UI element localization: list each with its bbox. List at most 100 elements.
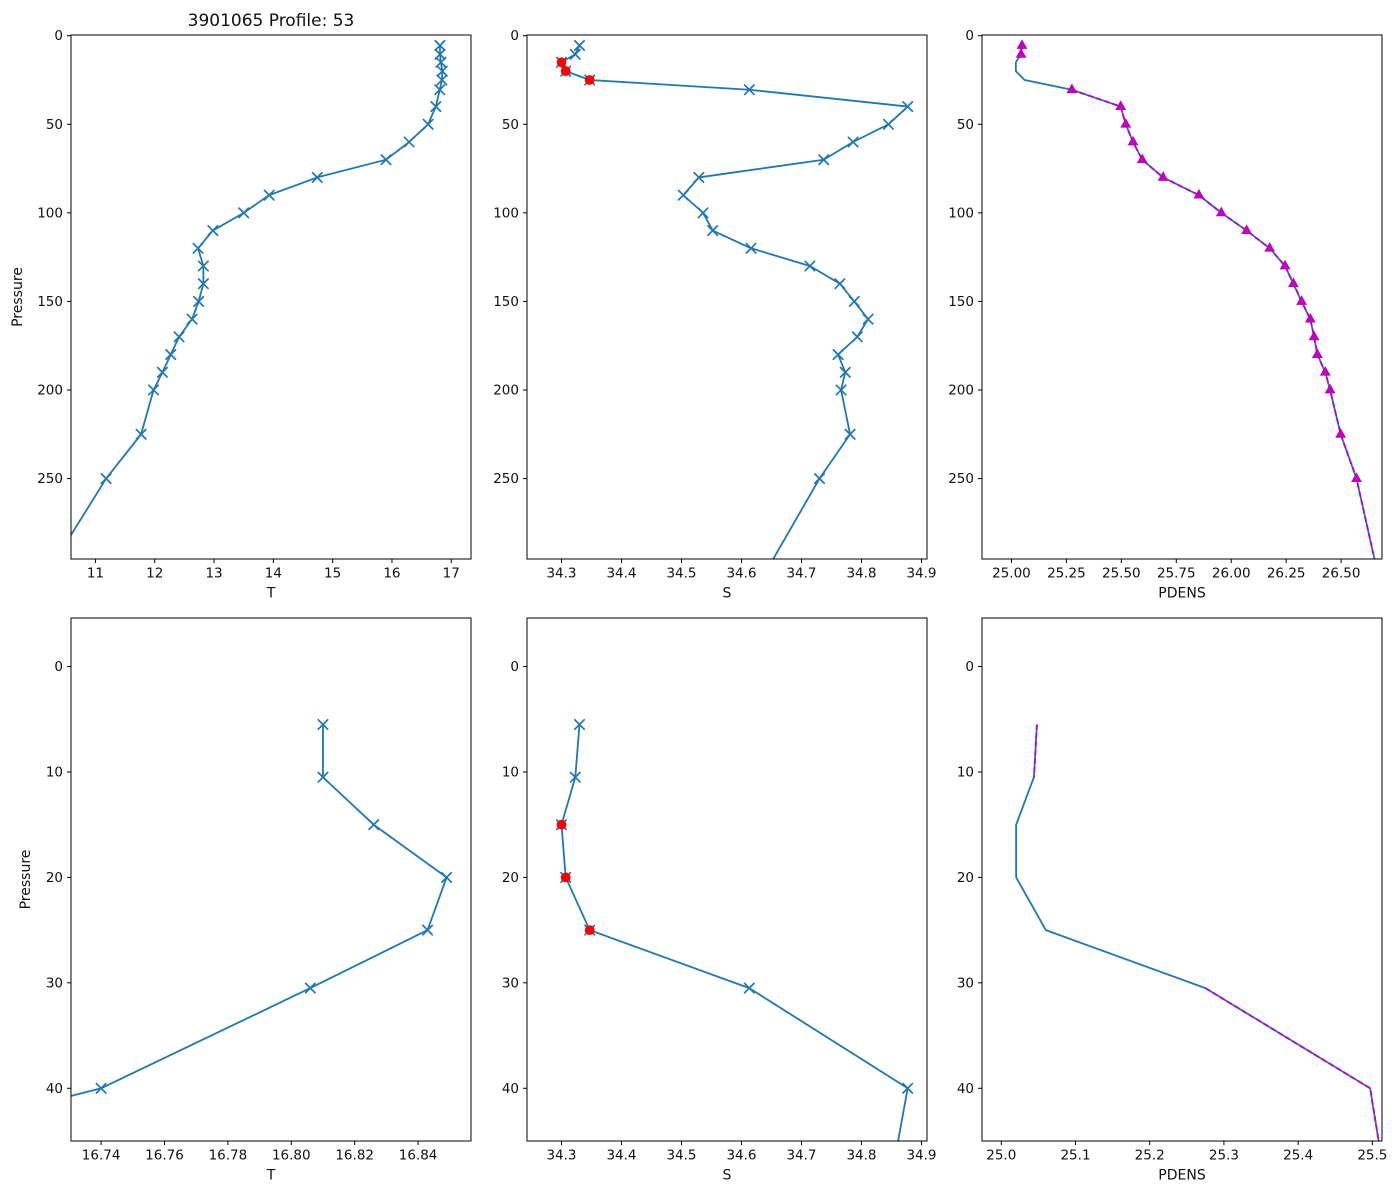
x-tick-label: 26.25	[1267, 566, 1306, 582]
x-tick-label: 25.50	[1102, 566, 1141, 582]
t-data-group	[46, 39, 448, 571]
y-tick-label: 0	[510, 659, 519, 675]
x-tick-label: 17	[443, 566, 460, 582]
panel-t-row0: 11 12 13 14 15 16 17 T 0 50 100 150 200 250 Pressure	[10, 28, 472, 602]
x-axis-label: PDENS	[1158, 1168, 1206, 1184]
y-tick-label: 40	[502, 1081, 519, 1097]
x-tick-label: 16.74	[82, 1148, 121, 1164]
x-tick-label: 25.25	[1047, 566, 1086, 582]
t-profile-line	[71, 724, 448, 1097]
x-marker	[573, 39, 586, 52]
x-marker	[46, 562, 55, 571]
x-marker	[835, 384, 847, 396]
x-marker	[95, 1082, 107, 1094]
x-tick-label: 34.9	[906, 566, 936, 582]
pdens-overlay-line	[1033, 724, 1380, 1141]
x-marker	[804, 260, 816, 272]
x-axis: 16.74 16.76 16.78 16.80 16.82 16.84	[82, 1141, 437, 1164]
y-axis: 0 10 20 30 40	[957, 659, 982, 1097]
x-marker	[743, 982, 755, 994]
x-marker	[380, 154, 392, 166]
y-tick-label: 40	[46, 1081, 63, 1097]
axes-frame	[526, 617, 928, 1142]
y-tick-label: 50	[957, 117, 974, 133]
x-marker	[156, 366, 168, 378]
rejected-sample-markers	[556, 57, 595, 85]
s-data-group	[555, 718, 914, 1141]
x-tick-label: 14	[265, 566, 282, 582]
x-tick-label: 25.5	[1357, 1148, 1387, 1164]
y-tick-label: 200	[37, 383, 63, 399]
x-tick-label: 34.4	[606, 566, 636, 582]
x-marker	[902, 101, 914, 113]
x-axis-label: S	[723, 1168, 732, 1184]
axes-frame	[70, 617, 472, 1142]
axes-background	[71, 618, 471, 1141]
x-axis-label: T	[266, 586, 276, 602]
triangle-marker	[1120, 118, 1132, 128]
y-tick-label: 20	[46, 870, 63, 886]
y-tick-label: 100	[948, 205, 974, 221]
triangle-marker	[1241, 224, 1253, 234]
axes-frame	[981, 617, 1383, 1142]
x-marker	[46, 562, 55, 571]
y-tick-label: 0	[510, 28, 519, 44]
rejected-sample-marker	[560, 872, 571, 883]
panel-pdens-row0: 25.00 25.25 25.50 25.75 26.00 26.25 26.50 PDENS…	[948, 28, 1383, 602]
x-tick-label: 16	[383, 566, 400, 582]
panel-pdens-row1: 25.0 25.1 25.2 25.3 25.4 25.5 PDENS 0 10 20 30 40	[957, 617, 1387, 1184]
y-tick-label: 50	[502, 117, 519, 133]
y-tick-label: 100	[37, 205, 63, 221]
x-marker	[839, 366, 851, 378]
triangle-marker	[1296, 295, 1307, 305]
y-tick-label: 150	[493, 294, 519, 310]
x-marker	[173, 331, 185, 343]
triangle-marker	[1127, 135, 1139, 146]
s-profile-line	[560, 45, 909, 559]
x-axis: 34.3 34.4 34.5 34.6 34.7 34.8 34.9	[546, 559, 937, 582]
y-tick-label: 100	[493, 205, 519, 221]
y-tick-label: 20	[957, 870, 974, 886]
x-tick-label: 34.5	[666, 566, 696, 582]
x-marker	[441, 871, 453, 883]
x-marker	[197, 278, 209, 290]
x-marker	[207, 225, 219, 237]
x-marker	[436, 65, 448, 77]
x-marker	[430, 101, 442, 113]
x-marker	[677, 189, 689, 201]
x-marker	[569, 48, 581, 60]
triangle-marker	[1371, 561, 1382, 571]
x-tick-label: 26.50	[1322, 566, 1361, 582]
x-tick-label: 34.7	[786, 566, 816, 582]
triangle-marker	[1288, 277, 1299, 288]
x-tick-label: 34.7	[786, 1148, 816, 1164]
x-marker	[707, 225, 719, 237]
y-tick-label: 0	[965, 28, 974, 44]
x-axis-label: S	[723, 586, 732, 602]
x-marker	[745, 242, 757, 254]
x-axis: 11 12 13 14 15 16 17	[87, 559, 460, 582]
axes-background	[982, 35, 1382, 559]
x-marker	[764, 562, 773, 571]
x-marker	[834, 278, 846, 290]
x-marker	[848, 295, 860, 307]
y-tick-label: 10	[957, 764, 974, 780]
rejected-sample-marker	[556, 819, 567, 830]
axes-frame	[70, 34, 472, 560]
x-tick-label: 16.82	[335, 1148, 374, 1164]
pdens-overlay-markers	[1015, 39, 1382, 571]
x-marker	[186, 313, 198, 325]
x-tick-label: 25.1	[1060, 1148, 1090, 1164]
x-tick-label: 34.9	[906, 1148, 936, 1164]
y-axis: 0 10 20 30 40	[46, 659, 71, 1097]
axes-background	[982, 618, 1382, 1141]
x-marker	[317, 771, 329, 783]
pdens-profile-line	[1015, 724, 1380, 1141]
y-axis-label: Pressure	[10, 267, 26, 327]
triangle-marker	[1115, 100, 1127, 110]
s-data-group	[555, 39, 914, 571]
y-tick-label: 0	[54, 659, 63, 675]
triangle-marker	[1311, 348, 1323, 358]
y-tick-label: 30	[957, 975, 974, 991]
